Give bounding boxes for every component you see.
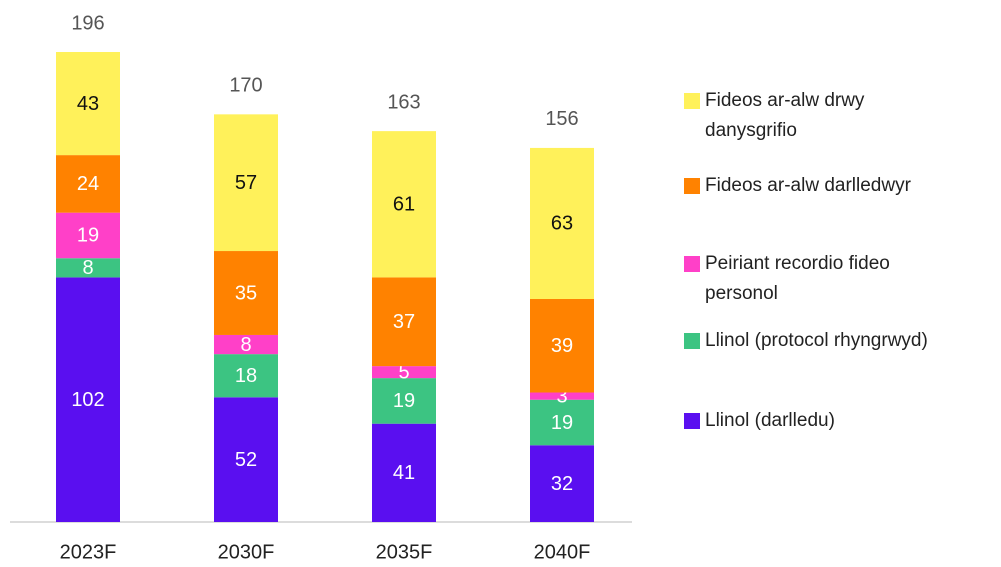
bar-segment bbox=[530, 298, 594, 393]
bar-segment bbox=[530, 147, 594, 299]
data-label: 32 bbox=[551, 473, 573, 495]
bar-segment bbox=[56, 212, 120, 259]
legend-label: Fideos ar-alw darlledwyr bbox=[705, 175, 911, 196]
bar-segment bbox=[372, 131, 436, 278]
legend-swatch bbox=[684, 333, 700, 349]
legend-item: Fideos ar-alw darlledwyr bbox=[684, 171, 911, 201]
bar-segment bbox=[214, 334, 278, 355]
data-label: 102 bbox=[71, 389, 104, 411]
bar-segment bbox=[56, 155, 120, 213]
bar-segment bbox=[214, 397, 278, 522]
legend-label: Llinol (darlledu) bbox=[705, 410, 835, 431]
x-tick-label: 2040F bbox=[534, 541, 591, 563]
bar-segment bbox=[214, 354, 278, 398]
x-tick-label: 2030F bbox=[218, 541, 275, 563]
data-label: 43 bbox=[77, 93, 99, 115]
data-label: 61 bbox=[393, 194, 415, 216]
bar-segment bbox=[530, 399, 594, 446]
data-label: 52 bbox=[235, 449, 257, 471]
data-label: 3 bbox=[556, 385, 567, 407]
total-label: 163 bbox=[387, 91, 420, 113]
bar-segment bbox=[56, 277, 120, 522]
data-label: 39 bbox=[551, 335, 573, 357]
bar-segment bbox=[214, 114, 278, 252]
bar-segment bbox=[372, 423, 436, 522]
data-label: 8 bbox=[240, 334, 251, 356]
data-label: 24 bbox=[77, 173, 99, 195]
legend-swatch bbox=[684, 413, 700, 429]
legend-item: Llinol (protocol rhyngrwyd) bbox=[684, 326, 928, 356]
x-tick-label: 2023F bbox=[60, 541, 117, 563]
bar-segment bbox=[372, 378, 436, 424]
data-label: 19 bbox=[77, 225, 99, 247]
data-label: 19 bbox=[551, 412, 573, 434]
data-label: 19 bbox=[393, 390, 415, 412]
data-label: 37 bbox=[393, 311, 415, 333]
legend-item: Fideos ar-alw drwy danysgrifio bbox=[684, 86, 945, 146]
data-label: 18 bbox=[235, 365, 257, 387]
legend-label: Llinol (protocol rhyngrwyd) bbox=[705, 330, 928, 351]
legend-label: Fideos ar-alw drwy danysgrifio bbox=[705, 90, 865, 141]
total-label: 170 bbox=[229, 75, 262, 97]
legend-item: Llinol (darlledu) bbox=[684, 406, 835, 436]
bar-segment bbox=[530, 445, 594, 522]
data-label: 63 bbox=[551, 213, 573, 235]
x-tick-label: 2035F bbox=[376, 541, 433, 563]
legend-label: Peiriant recordio fideo personol bbox=[705, 253, 890, 304]
legend-item: Peiriant recordio fideo personol bbox=[684, 249, 955, 309]
legend-swatch bbox=[684, 93, 700, 109]
bar-segment bbox=[372, 277, 436, 367]
data-label: 5 bbox=[398, 361, 409, 383]
data-label: 35 bbox=[235, 282, 257, 304]
total-label: 196 bbox=[71, 12, 104, 34]
bar-segment bbox=[214, 251, 278, 335]
data-label: 57 bbox=[235, 172, 257, 194]
bar-segment bbox=[530, 392, 594, 400]
bar-segment bbox=[56, 258, 120, 278]
legend-swatch bbox=[684, 178, 700, 194]
total-label: 156 bbox=[545, 108, 578, 130]
bar-segment bbox=[56, 52, 120, 156]
bar-segment bbox=[372, 366, 436, 379]
legend-swatch bbox=[684, 256, 700, 272]
data-label: 41 bbox=[393, 462, 415, 484]
data-label: 8 bbox=[82, 257, 93, 279]
